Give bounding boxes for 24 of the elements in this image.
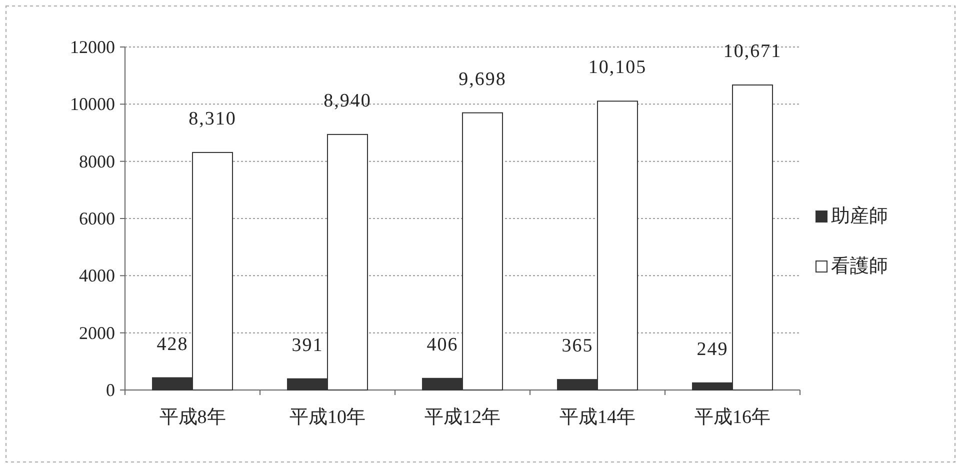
x-tick-label: 平成14年 <box>560 407 636 428</box>
y-tick-label: 2000 <box>79 322 115 343</box>
y-tick-label: 4000 <box>79 266 115 286</box>
x-tick-label: 平成8年 <box>159 407 226 428</box>
data-label: 10,671 <box>723 40 782 62</box>
data-label: 10,105 <box>588 57 647 78</box>
y-tick-label: 6000 <box>79 208 115 228</box>
data-label: 249 <box>696 338 728 360</box>
data-label: 8,310 <box>188 108 236 130</box>
y-tick-label: 8000 <box>79 151 115 172</box>
y-tick-label: 12000 <box>70 37 115 57</box>
x-tick-label: 平成12年 <box>424 407 500 428</box>
y-tick-label: 10000 <box>70 94 115 114</box>
data-label: 428 <box>156 334 188 355</box>
legend-label: 助産師 <box>831 205 888 227</box>
x-tick-label: 平成10年 <box>290 407 366 428</box>
data-label: 365 <box>562 336 594 357</box>
legend-label: 看護師 <box>831 256 888 277</box>
data-label: 391 <box>292 334 324 356</box>
data-label: 9,698 <box>458 68 506 90</box>
data-label: 406 <box>426 334 458 356</box>
data-label: 8,940 <box>324 90 372 112</box>
y-tick-label: 0 <box>106 380 115 400</box>
x-tick-label: 平成16年 <box>694 407 770 428</box>
